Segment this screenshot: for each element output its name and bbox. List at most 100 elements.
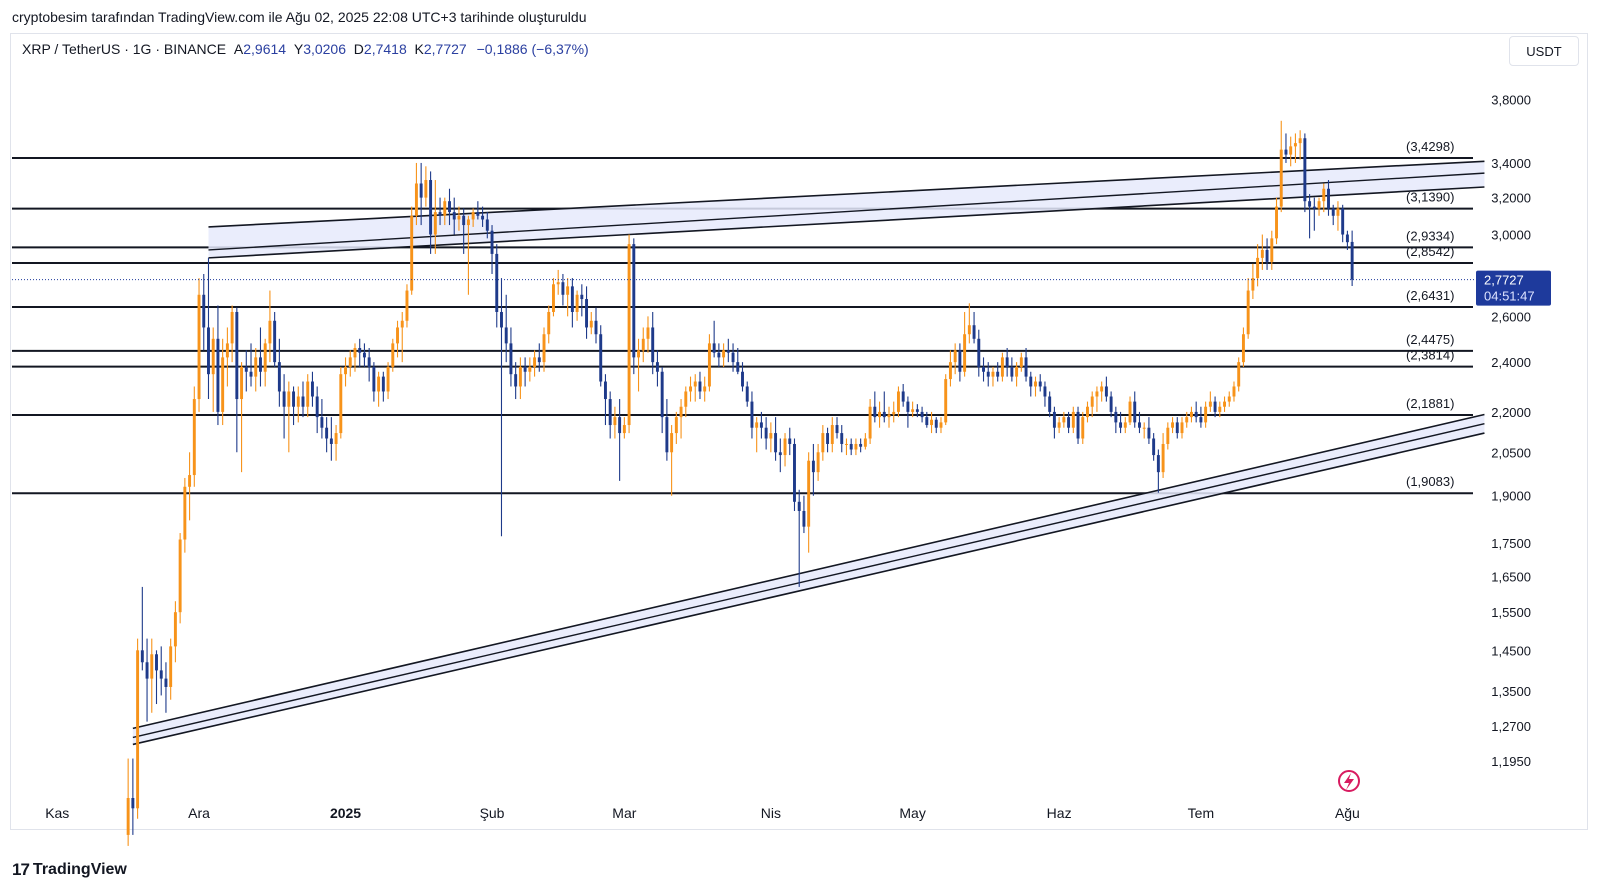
candle-body[interactable]: [608, 399, 612, 426]
candle-body[interactable]: [1204, 406, 1208, 423]
candle-body[interactable]: [315, 396, 319, 418]
lower-channel-mid-line[interactable]: [132, 423, 1485, 739]
candle-body[interactable]: [1256, 257, 1260, 279]
candle-body[interactable]: [689, 386, 692, 392]
candle-body[interactable]: [745, 386, 749, 402]
candle-body[interactable]: [887, 414, 891, 418]
candle-body[interactable]: [1199, 417, 1203, 423]
candle-body[interactable]: [641, 338, 645, 351]
candle-body[interactable]: [594, 320, 598, 335]
candle-body[interactable]: [1312, 206, 1316, 209]
candle-body[interactable]: [1260, 249, 1264, 258]
candle-body[interactable]: [863, 438, 867, 447]
candle-body[interactable]: [1076, 411, 1080, 439]
candle-body[interactable]: [750, 401, 754, 428]
candle-body[interactable]: [930, 419, 933, 426]
candle-body[interactable]: [651, 327, 655, 363]
candle-body[interactable]: [169, 646, 173, 687]
candle-body[interactable]: [816, 452, 820, 473]
candle-body[interactable]: [296, 396, 300, 407]
candle-body[interactable]: [892, 411, 896, 415]
candle-body[interactable]: [797, 501, 801, 511]
candle-body[interactable]: [329, 438, 333, 444]
candle-body[interactable]: [622, 425, 626, 434]
candle-body[interactable]: [221, 357, 225, 412]
candle-body[interactable]: [528, 366, 532, 372]
candle-body[interactable]: [835, 425, 839, 434]
candle-body[interactable]: [868, 406, 872, 439]
candle-body[interactable]: [580, 294, 584, 300]
candle-body[interactable]: [1010, 366, 1014, 377]
candle-body[interactable]: [901, 391, 905, 402]
candle-body[interactable]: [679, 406, 683, 418]
candle-body[interactable]: [504, 327, 508, 344]
candle-body[interactable]: [490, 230, 494, 254]
candle-body[interactable]: [967, 325, 971, 335]
candle-body[interactable]: [878, 411, 882, 418]
candle-body[interactable]: [1119, 422, 1123, 428]
candle-body[interactable]: [566, 286, 570, 295]
candle-body[interactable]: [230, 311, 234, 344]
candle-body[interactable]: [263, 343, 267, 372]
candle-body[interactable]: [717, 352, 721, 358]
candle-body[interactable]: [845, 443, 848, 445]
candle-body[interactable]: [537, 357, 541, 363]
candle-body[interactable]: [599, 334, 603, 382]
candle-body[interactable]: [684, 391, 688, 407]
candle-body[interactable]: [173, 612, 177, 647]
candle-body[interactable]: [840, 433, 844, 444]
candle-body[interactable]: [533, 357, 537, 367]
candle-body[interactable]: [377, 376, 381, 392]
candle-body[interactable]: [202, 294, 206, 328]
candle-body[interactable]: [1114, 411, 1118, 423]
candle-body[interactable]: [1284, 149, 1288, 155]
candle-body[interactable]: [268, 320, 272, 344]
candle-body[interactable]: [433, 212, 437, 235]
candle-body[interactable]: [1237, 362, 1241, 387]
candle-body[interactable]: [1185, 417, 1189, 423]
candle-body[interactable]: [1308, 201, 1312, 207]
currency-button[interactable]: USDT: [1509, 36, 1579, 66]
candle-body[interactable]: [1052, 411, 1056, 428]
candle-body[interactable]: [958, 350, 962, 372]
candle-body[interactable]: [358, 348, 362, 353]
candle-body[interactable]: [575, 294, 579, 312]
candle-body[interactable]: [707, 343, 711, 387]
candle-body[interactable]: [325, 427, 329, 439]
candle-body[interactable]: [1298, 138, 1302, 144]
candle-body[interactable]: [1005, 357, 1009, 367]
candle-body[interactable]: [1303, 138, 1307, 202]
candle-body[interactable]: [443, 201, 447, 216]
candle-body[interactable]: [225, 343, 229, 358]
candle-body[interactable]: [211, 338, 215, 375]
candle-body[interactable]: [235, 311, 239, 400]
candle-body[interactable]: [788, 438, 792, 444]
candle-body[interactable]: [953, 350, 957, 363]
candle-body[interactable]: [1327, 188, 1330, 209]
candle-body[interactable]: [410, 215, 414, 291]
candle-body[interactable]: [1275, 206, 1278, 239]
candle-body[interactable]: [192, 399, 196, 476]
candle-body[interactable]: [1015, 366, 1019, 377]
candle-body[interactable]: [948, 362, 952, 380]
candle-body[interactable]: [183, 486, 187, 540]
candle-body[interactable]: [145, 662, 149, 679]
candle-body[interactable]: [471, 212, 475, 220]
candle-body[interactable]: [1138, 422, 1141, 428]
candle-body[interactable]: [934, 419, 938, 428]
candle-body[interactable]: [556, 282, 560, 285]
candle-body[interactable]: [1208, 401, 1212, 407]
candle-body[interactable]: [802, 510, 806, 527]
symbol-name[interactable]: XRP / TetherUS · 1G · BINANCE: [22, 41, 227, 57]
candle-body[interactable]: [1180, 422, 1184, 434]
candle-body[interactable]: [698, 381, 702, 392]
candle-body[interactable]: [514, 374, 518, 387]
candle-body[interactable]: [1246, 290, 1250, 335]
candle-body[interactable]: [381, 376, 385, 392]
candle-body[interactable]: [585, 299, 589, 328]
candle-body[interactable]: [150, 654, 154, 679]
candle-body[interactable]: [764, 427, 768, 439]
candle-body[interactable]: [637, 350, 640, 358]
candle-body[interactable]: [859, 443, 863, 447]
